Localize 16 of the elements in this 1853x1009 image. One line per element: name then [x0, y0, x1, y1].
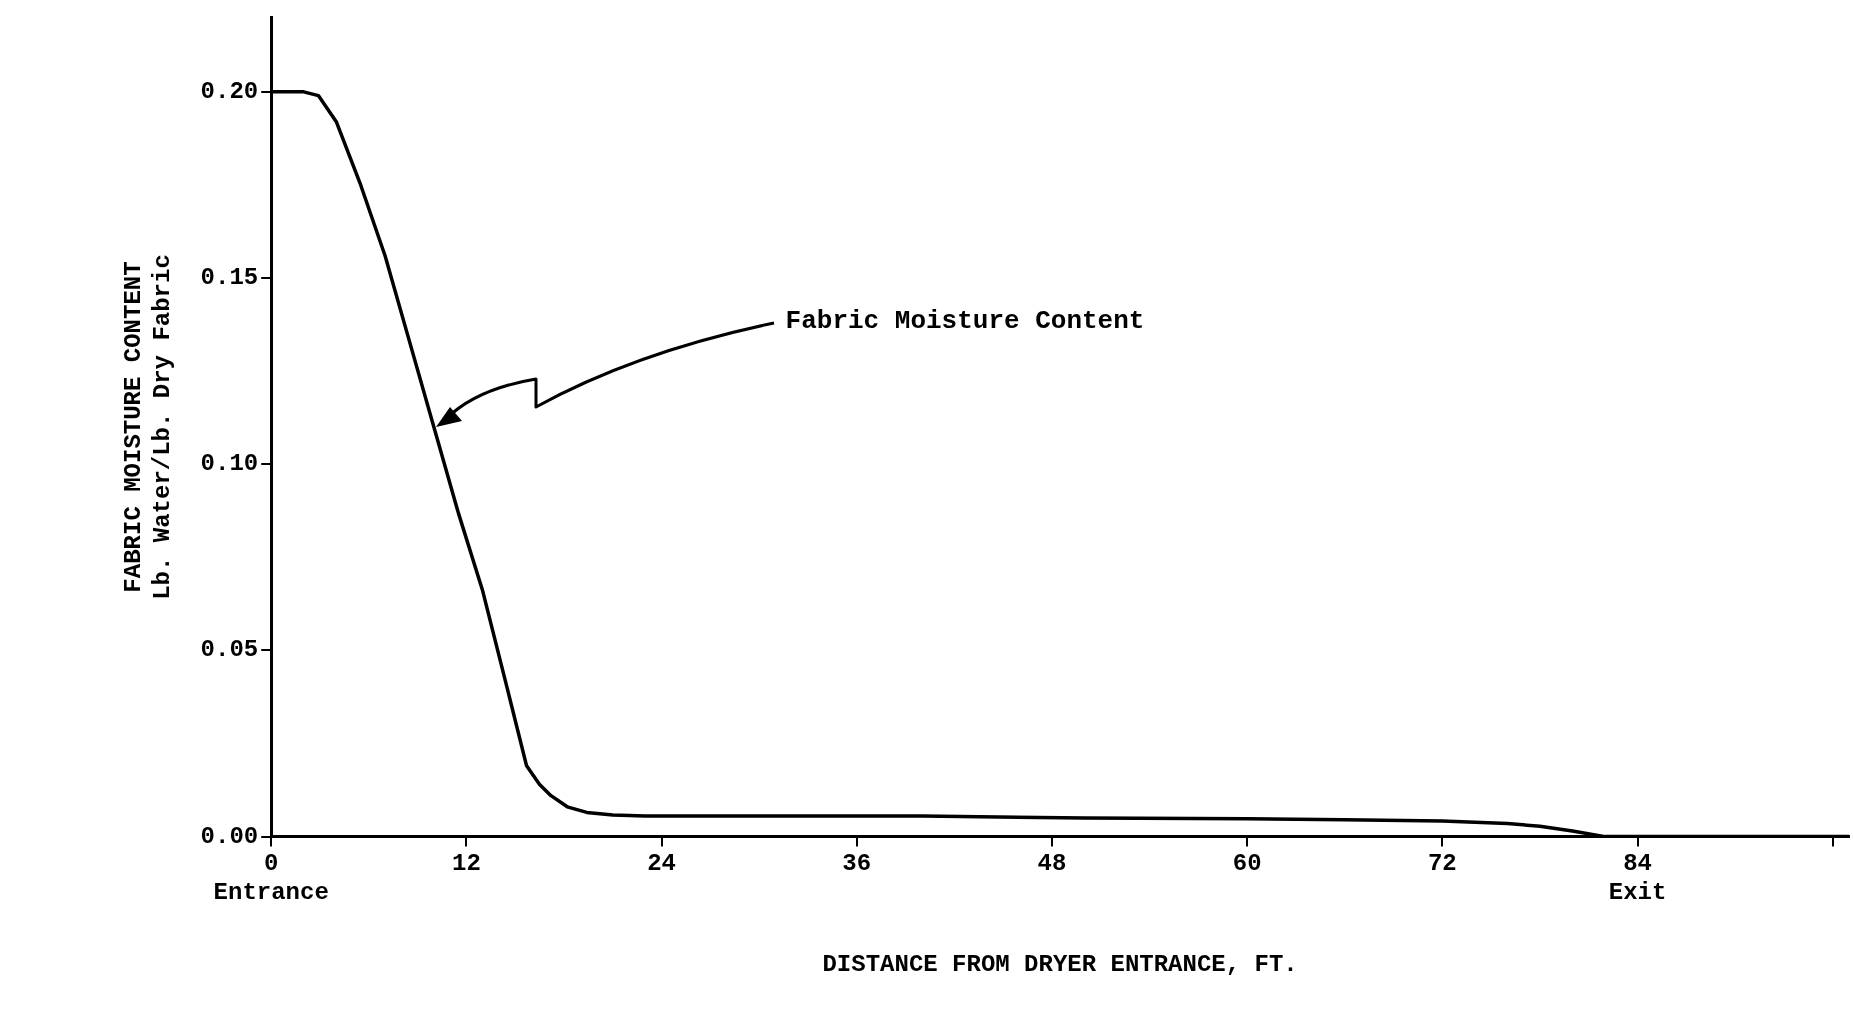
- x-tick-label: 72: [1427, 850, 1457, 878]
- annotation: Fabric Moisture Content: [785, 305, 1145, 336]
- y-tick-label: 0.00: [200, 822, 259, 850]
- x-tick-label: 24: [647, 850, 676, 878]
- y-axis-title: FABRIC MOISTURE CONTENT Lb. Water/Lb. Dry Fabric: [120, 254, 177, 600]
- x-axis-title: DISTANCE FROM DRYER ENTRANCE, FT.: [822, 950, 1298, 978]
- x-tick-label: 48: [1037, 850, 1067, 878]
- y-tick-label: 0.05: [200, 636, 259, 664]
- y-tick-label: 0.15: [200, 264, 259, 292]
- y-tick-label: 0.20: [200, 77, 259, 105]
- x-tick-label: 60: [1232, 850, 1262, 878]
- x-tick-label: 0 Entrance: [213, 850, 329, 906]
- y-tick-label: 0.10: [200, 450, 259, 478]
- x-tick-label: 12: [451, 850, 481, 878]
- x-tick-label: 36: [842, 850, 872, 878]
- x-tick-label: 84 Exit: [1608, 850, 1667, 906]
